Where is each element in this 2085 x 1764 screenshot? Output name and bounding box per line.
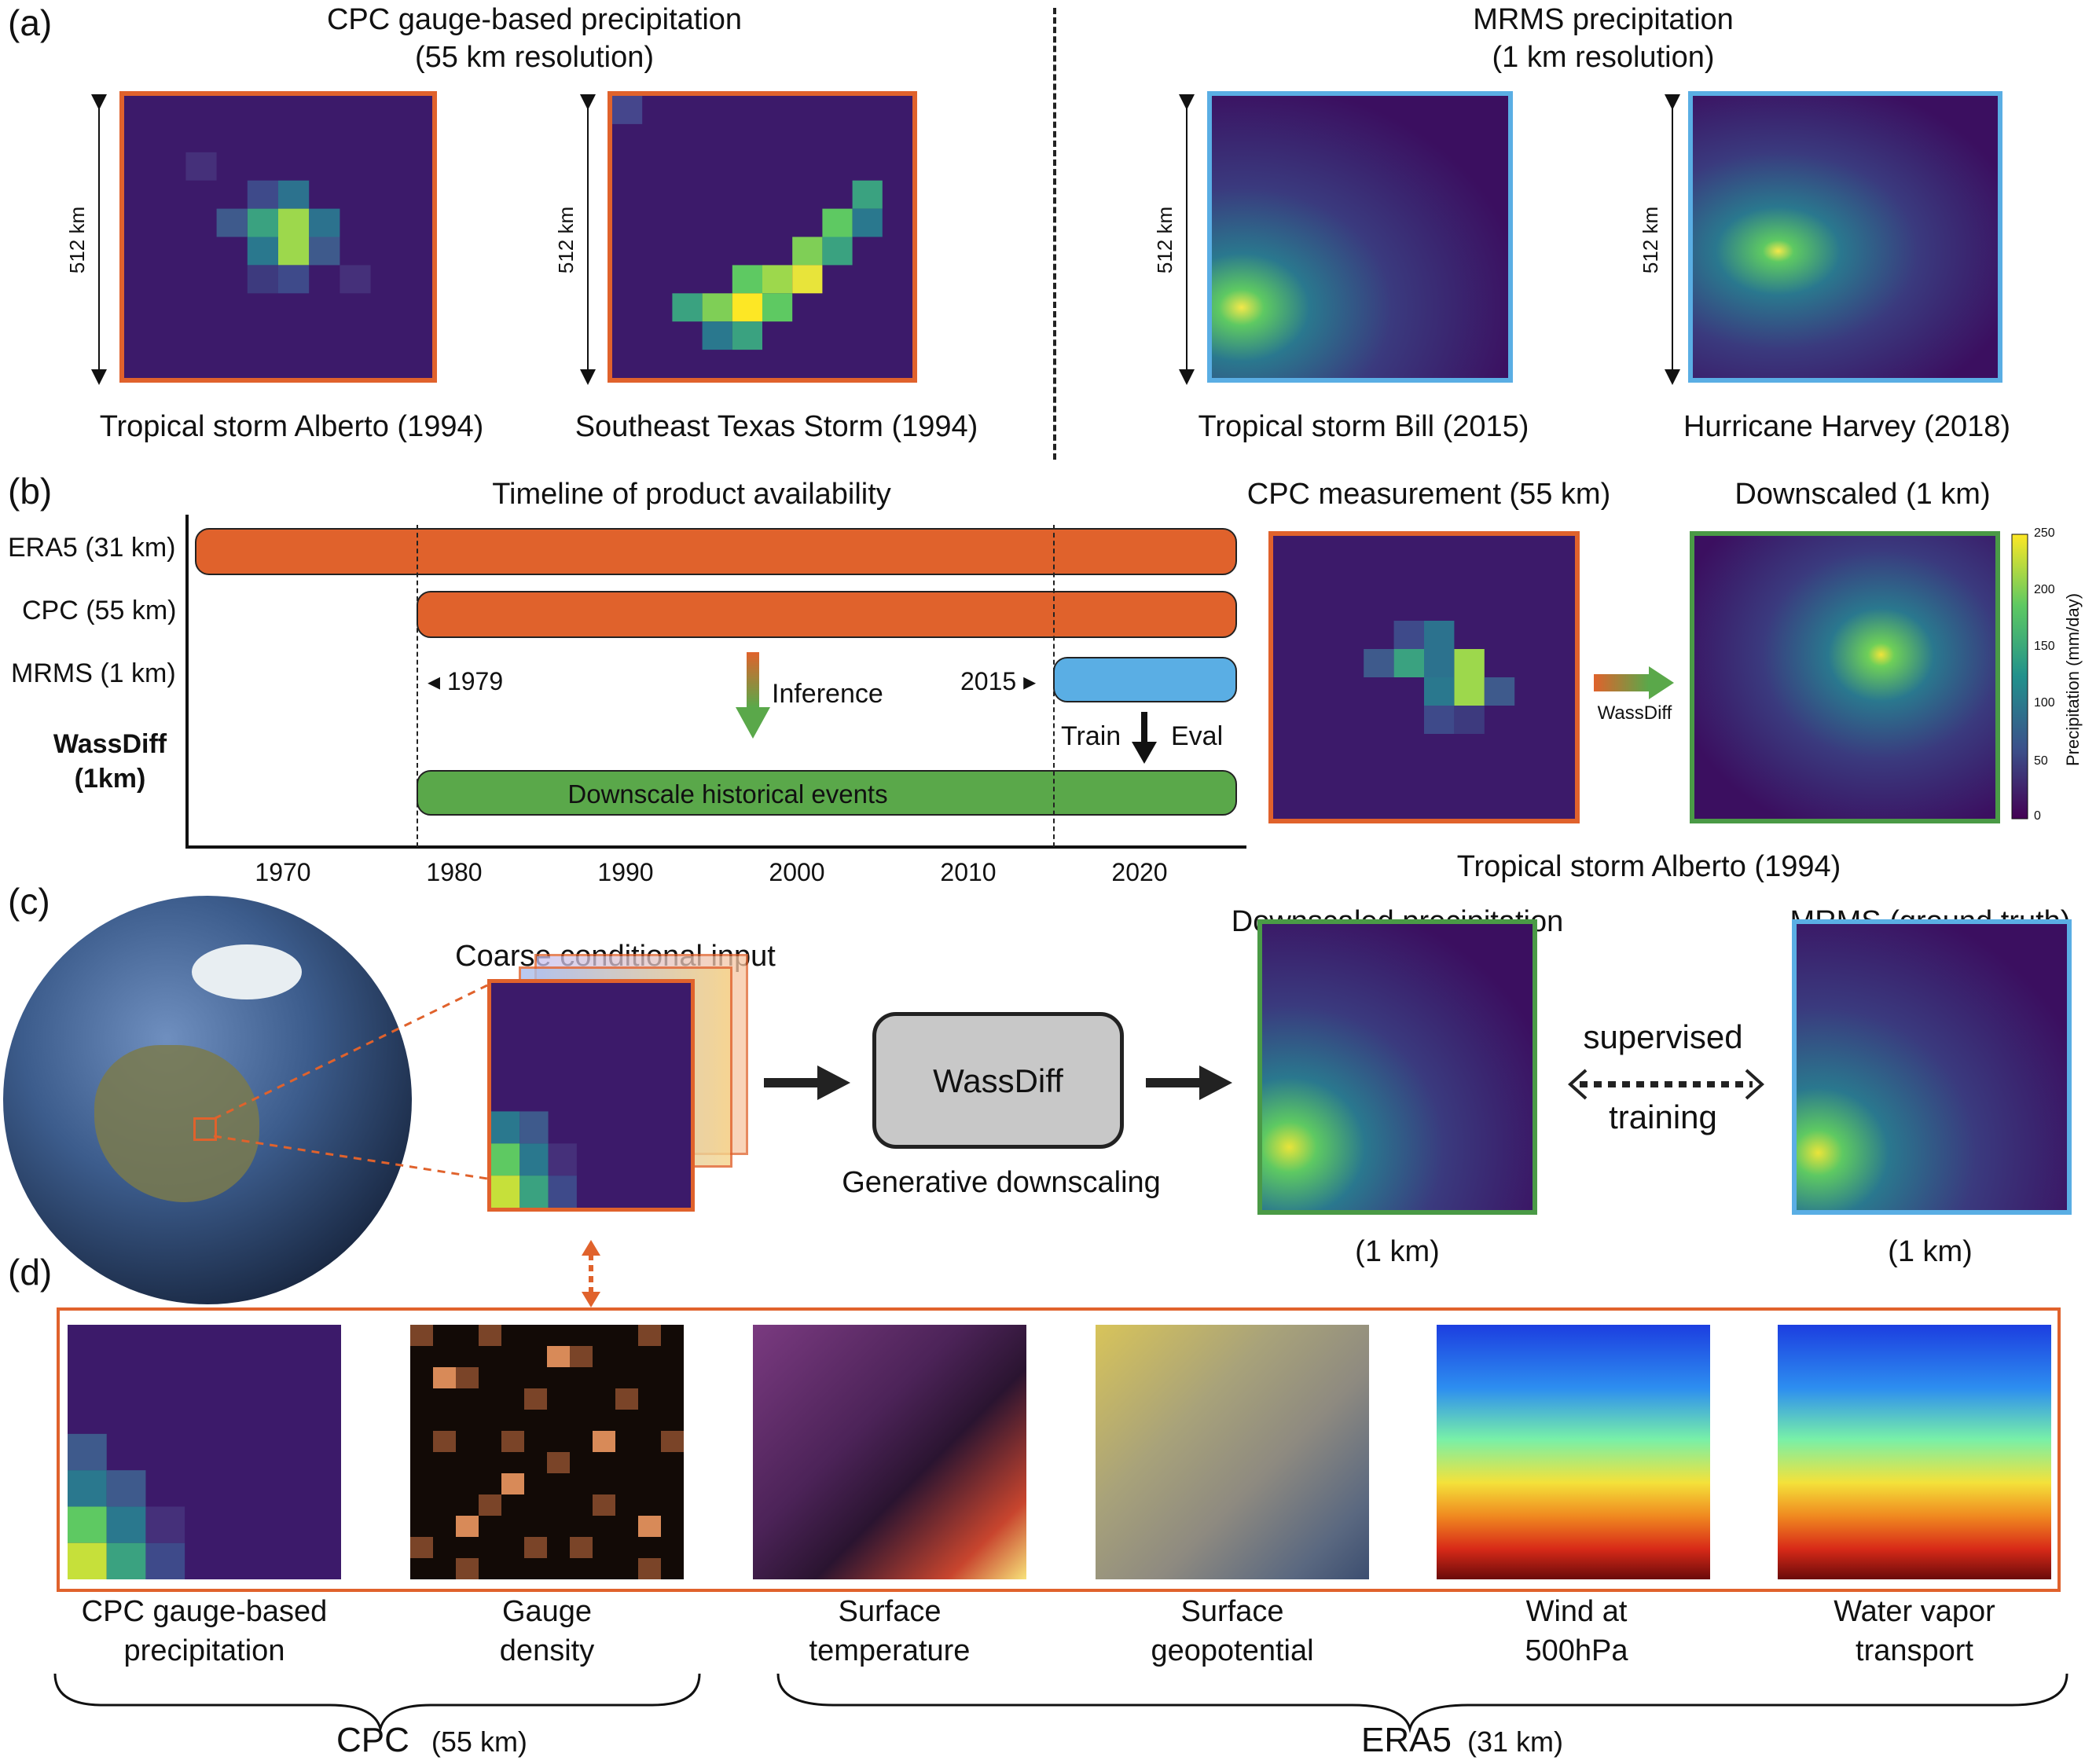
xtick-2000: 2000 bbox=[769, 858, 825, 886]
downscaled-map bbox=[1690, 531, 2000, 823]
panel-a-separator bbox=[1053, 8, 1056, 460]
mrms-title-line1: MRMS precipitation bbox=[1473, 3, 1734, 36]
input-label-2a: Gauge bbox=[501, 1595, 593, 1628]
event-caption: Tropical storm Alberto (1994) bbox=[1456, 850, 1841, 883]
cbar-tick-150: 150 bbox=[2034, 640, 2055, 653]
res-label-right: (1 km) bbox=[1888, 1235, 1973, 1268]
caption-bill: Tropical storm Bill (2015) bbox=[1198, 410, 1529, 443]
mrms-ground-truth-map bbox=[1792, 919, 2072, 1215]
input-label-2b: density bbox=[499, 1634, 595, 1667]
group-cpc-name: CPC bbox=[336, 1721, 409, 1759]
input-label-3b: temperature bbox=[809, 1634, 971, 1667]
marker-2015: 2015 ▸ bbox=[960, 667, 1037, 695]
bar-wassdiff bbox=[417, 770, 1237, 816]
panel-c-letter: (c) bbox=[8, 881, 50, 922]
bar-cpc bbox=[417, 591, 1237, 638]
row-label-wassdiff-res: (1km) bbox=[74, 764, 146, 794]
cbar-tick-50: 50 bbox=[2034, 754, 2048, 768]
bar-wassdiff-label: Downscale historical events bbox=[567, 779, 888, 809]
marker-1979: ◂ 1979 bbox=[428, 667, 504, 695]
xtick-2020: 2020 bbox=[1111, 858, 1168, 886]
cbar-tick-0: 0 bbox=[2034, 809, 2041, 823]
row-label-cpc: CPC (55 km) bbox=[22, 596, 177, 625]
cbar-tick-100: 100 bbox=[2034, 696, 2055, 710]
caption-alberto: Tropical storm Alberto (1994) bbox=[99, 410, 484, 443]
downscaled-title: Downscaled (1 km) bbox=[1734, 478, 1991, 511]
caption-harvey: Hurricane Harvey (2018) bbox=[1683, 410, 2011, 443]
input-surface-temperature-map bbox=[753, 1325, 1026, 1579]
input-surface-geopotential-map bbox=[1096, 1325, 1369, 1579]
group-era5-label: ERA5 (31 km) bbox=[1361, 1721, 1563, 1760]
input-label-6b: transport bbox=[1856, 1634, 1973, 1667]
supervised-label: supervised bbox=[1583, 1018, 1743, 1055]
xtick-1990: 1990 bbox=[597, 858, 654, 886]
globe-region-box bbox=[193, 1117, 217, 1141]
input-label-5a: Wind at bbox=[1525, 1595, 1628, 1628]
colorbar-label: Precipitation (mm/day) bbox=[2063, 592, 2083, 767]
cbar-tick-250: 250 bbox=[2034, 526, 2055, 540]
scale-label-4: 512 km bbox=[1639, 206, 1663, 274]
input-label-4a: Surface bbox=[1180, 1595, 1284, 1628]
panel-d-letter: (d) bbox=[8, 1252, 53, 1293]
scale-label-3: 512 km bbox=[1153, 206, 1177, 274]
wassdiff-model-box bbox=[872, 1012, 1124, 1149]
scale-label-2: 512 km bbox=[554, 206, 578, 274]
input-water-vapor-map bbox=[1778, 1325, 2051, 1579]
inference-label: Inference bbox=[772, 679, 883, 709]
input-label-1b: precipitation bbox=[123, 1634, 285, 1667]
input-label-1a: CPC gauge-based bbox=[81, 1595, 328, 1628]
input-gauge-density-map bbox=[410, 1325, 684, 1579]
xtick-1970: 1970 bbox=[255, 858, 311, 886]
row-label-era5: ERA5 (31 km) bbox=[8, 533, 176, 563]
timeline-x-axis bbox=[185, 845, 1246, 849]
input-cpc-precip-map bbox=[68, 1325, 341, 1579]
eval-label: Eval bbox=[1171, 721, 1224, 751]
caption-texas: Southeast Texas Storm (1994) bbox=[574, 410, 978, 443]
cpc-title-line1: CPC gauge-based precipitation bbox=[326, 3, 743, 36]
panel-b-letter: (b) bbox=[8, 471, 53, 512]
generative-downscaling-caption: Generative downscaling bbox=[842, 1166, 1161, 1199]
res-label-left: (1 km) bbox=[1355, 1235, 1440, 1268]
cpc-title-line2: (55 km resolution) bbox=[414, 41, 655, 74]
input-label-3a: Surface bbox=[838, 1595, 942, 1628]
cube-front-cpc bbox=[487, 979, 695, 1212]
timeline-title: Timeline of product availability bbox=[492, 478, 891, 511]
marker-2015-text: 2015 bbox=[960, 667, 1017, 695]
input-wind-500hpa-map bbox=[1437, 1325, 1710, 1579]
scale-label-1: 512 km bbox=[65, 206, 90, 274]
timeline-y-axis bbox=[185, 515, 189, 849]
group-cpc-res: (55 km) bbox=[431, 1725, 527, 1758]
map-texas-cpc bbox=[608, 91, 917, 383]
line-2015 bbox=[1053, 525, 1055, 847]
map-alberto-cpc bbox=[119, 91, 437, 383]
input-label-4b: geopotential bbox=[1151, 1634, 1314, 1667]
map-bill-mrms bbox=[1207, 91, 1513, 383]
wassdiff-arrow-label: WassDiff bbox=[1597, 702, 1672, 724]
xtick-1980: 1980 bbox=[426, 858, 483, 886]
bar-era5 bbox=[195, 528, 1237, 575]
marker-1979-text: 1979 bbox=[446, 667, 504, 695]
group-era5-res: (31 km) bbox=[1466, 1725, 1563, 1758]
panel-a-letter: (a) bbox=[8, 2, 53, 43]
cbar-tick-200: 200 bbox=[2034, 583, 2055, 596]
group-cpc-label: CPC (55 km) bbox=[336, 1721, 527, 1760]
input-label-6a: Water vapor bbox=[1834, 1595, 1995, 1628]
mrms-title-line2: (1 km resolution) bbox=[1492, 41, 1715, 74]
row-label-wassdiff: WassDiff bbox=[53, 729, 167, 759]
training-label: training bbox=[1609, 1098, 1717, 1135]
group-era5-name: ERA5 bbox=[1361, 1721, 1452, 1759]
line-1979 bbox=[417, 525, 418, 847]
train-label: Train bbox=[1061, 721, 1121, 751]
bar-mrms bbox=[1053, 657, 1237, 702]
cpc-measurement-map bbox=[1268, 531, 1580, 823]
inputs-frame bbox=[57, 1307, 2061, 1592]
wassdiff-model-label: WassDiff bbox=[933, 1062, 1063, 1099]
downscaled-precip-map bbox=[1257, 919, 1537, 1215]
map-harvey-mrms bbox=[1688, 91, 2002, 383]
row-label-mrms: MRMS (1 km) bbox=[11, 658, 176, 688]
input-label-5b: 500hPa bbox=[1525, 1634, 1628, 1667]
globe-ice bbox=[192, 944, 302, 999]
cpc-measurement-title: CPC measurement (55 km) bbox=[1246, 478, 1611, 511]
xtick-2010: 2010 bbox=[940, 858, 997, 886]
